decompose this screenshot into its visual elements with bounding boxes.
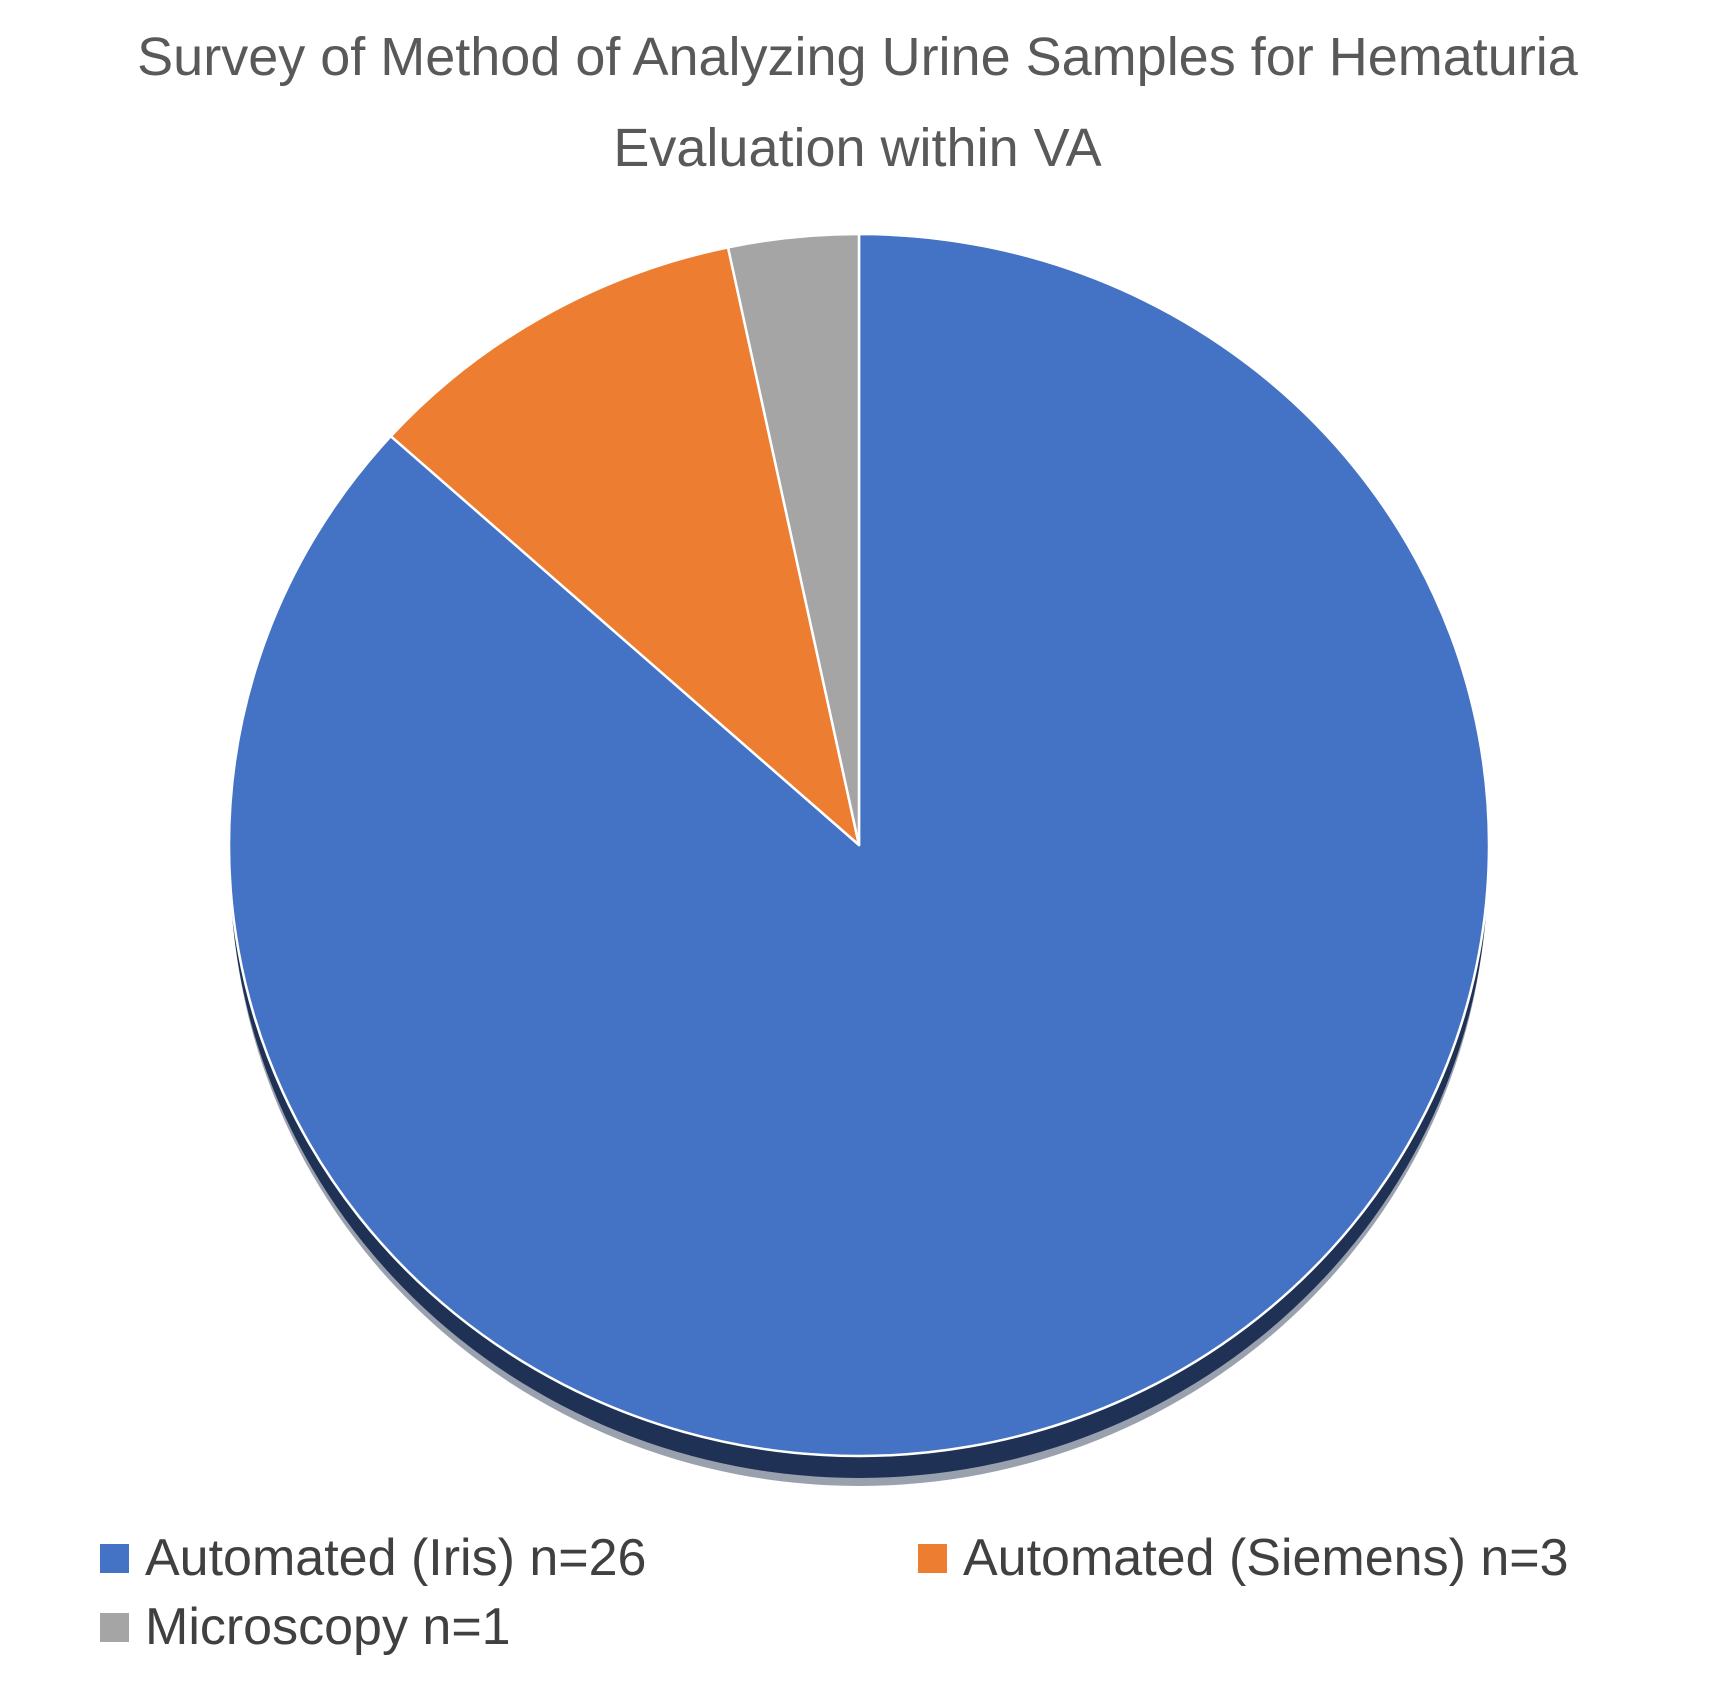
chart-title: Survey of Method of Analyzing Urine Samp… bbox=[137, 27, 1578, 178]
legend-label-microscopy: Microscopy n=1 bbox=[145, 1598, 511, 1656]
legend-item-automated-iris: Automated (Iris) n=26 bbox=[100, 1529, 646, 1587]
legend-marker-automated-siemens bbox=[918, 1543, 947, 1573]
legend-label-automated-siemens: Automated (Siemens) n=3 bbox=[963, 1529, 1569, 1587]
legend-marker-microscopy bbox=[100, 1612, 129, 1642]
pie-slice-microscopy bbox=[726, 232, 861, 847]
legend-marker-automated-iris bbox=[100, 1543, 129, 1573]
pie-slice-automated-siemens bbox=[389, 246, 861, 847]
legend-item-automated-siemens: Automated (Siemens) n=3 bbox=[918, 1529, 1569, 1587]
pie-slices bbox=[227, 232, 1491, 1458]
legend-item-microscopy: Microscopy n=1 bbox=[100, 1598, 511, 1656]
legend-label-automated-iris: Automated (Iris) n=26 bbox=[145, 1529, 647, 1587]
